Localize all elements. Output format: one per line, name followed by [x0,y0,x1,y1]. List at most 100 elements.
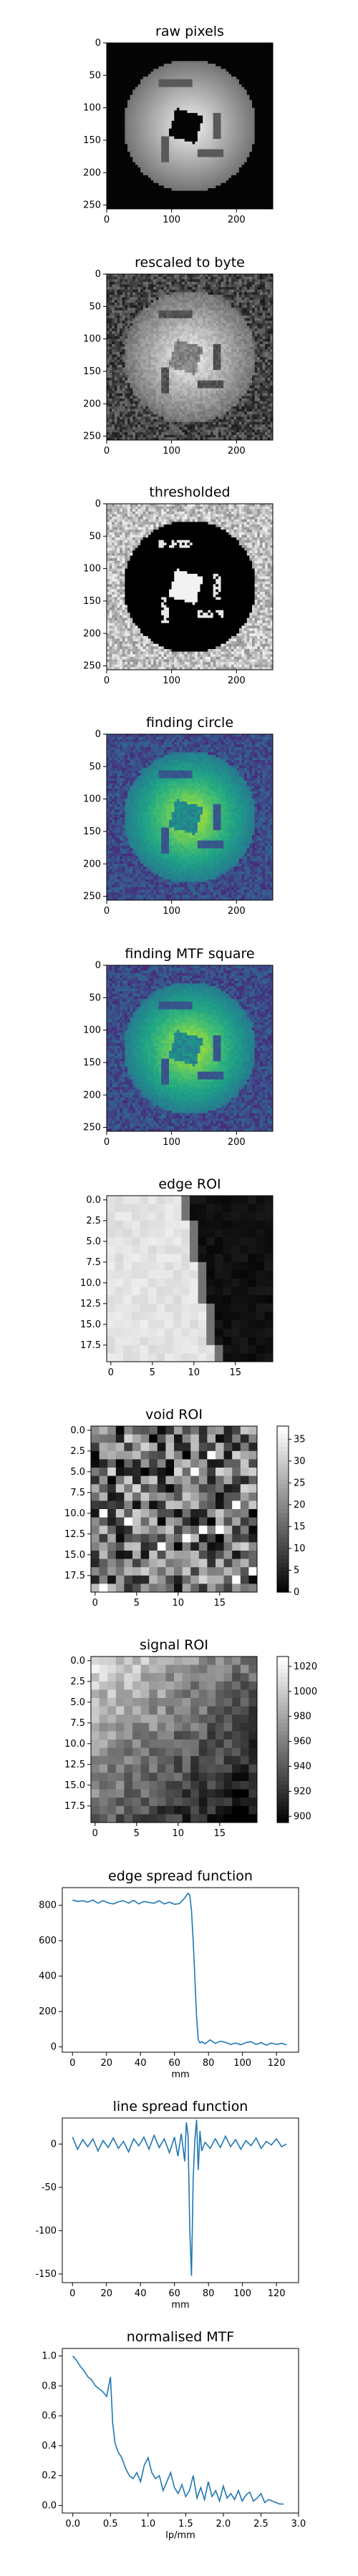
chart-title: edge ROI [158,1176,221,1192]
plot-frame [106,503,274,670]
y-tick-label: 50 [89,531,101,542]
y-tick-label: 50 [89,992,101,1003]
y-tick-label: -100 [35,2225,57,2236]
y-tick-label: 0 [51,2139,57,2150]
x-tick-label: 10 [173,1828,185,1839]
y-tick-label: 5.0 [70,1467,85,1478]
y-tick-label: -150 [35,2269,57,2280]
y-tick-label: 0 [95,960,101,971]
x-tick-label: 1.5 [178,2519,193,2529]
x-tick-label: 20 [100,2288,112,2299]
x-tick-label: 5 [150,1367,155,1378]
x-tick-label: 15 [230,1367,242,1378]
colorbar-tick-label: 900 [294,1811,311,1822]
x-tick-label: 100 [163,675,180,686]
heatmap-image [107,734,273,900]
plot-frame [90,1656,258,1823]
y-tick-label: 5.0 [70,1697,85,1708]
chart-title: signal ROI [140,1637,208,1653]
plot-frame [90,1425,258,1593]
x-tick-label: 200 [228,1137,246,1148]
plot-frame [106,1195,274,1362]
heatmap-image [107,274,273,440]
colorbar-tick-label: 0 [294,1587,299,1598]
colorbar-tick-label: 980 [294,1712,311,1722]
chart-10: normalised MTF 0.0 0.5 1.0 1.5 2.0 2.5 3.0 0.0 0.… [42,2329,306,2541]
plot-frame [106,273,274,441]
y-tick-label: 0.0 [42,2501,57,2512]
y-tick-label: 0.8 [42,2381,57,2391]
x-tick-label: 200 [228,215,246,225]
x-axis-label: mm [171,2069,189,2080]
chart-title: thresholded [149,484,230,500]
x-tick-label: 120 [268,2288,286,2299]
x-tick-label: 0 [104,446,110,457]
y-tick-label: 100 [83,794,101,805]
y-tick-label: 12.5 [64,1760,85,1770]
heatmap-image [91,1426,257,1592]
chart-0: raw pixels 0 100 200 0 50 100 150 200 250 [83,24,274,225]
y-tick-label: 50 [89,761,101,772]
y-tick-label: 50 [89,301,101,312]
x-tick-label: 5 [134,1828,140,1839]
y-tick-label: 0.6 [42,2411,57,2421]
chart-title: raw pixels [155,24,224,39]
y-tick-label: 17.5 [80,1340,101,1351]
x-tick-label: 100 [233,2058,251,2069]
chart-8: edge spread function 0 20 40 60 80 100 120 0 200 4… [39,1868,299,2080]
colorbar-tick-label: 30 [294,1456,306,1467]
y-tick-label: 0 [95,499,101,509]
y-tick-label: 0.0 [70,1425,85,1436]
y-tick-label: 12.5 [80,1299,101,1309]
y-tick-label: 200 [83,1090,101,1101]
x-tick-label: 100 [163,1137,180,1148]
y-tick-label: 15.0 [64,1780,85,1791]
x-tick-label: 5 [134,1598,140,1609]
colorbar-tick-label: 5 [294,1565,299,1576]
y-tick-label: 150 [83,135,101,146]
y-tick-label: 150 [83,596,101,607]
y-tick-label: 12.5 [64,1529,85,1540]
x-tick-label: 0 [92,1598,98,1609]
y-tick-label: 250 [83,661,101,672]
y-tick-label: 600 [39,1936,57,1946]
y-tick-label: 150 [83,366,101,377]
y-tick-label: 7.5 [70,1718,85,1729]
y-tick-label: 800 [39,1901,57,1911]
x-tick-label: 80 [203,2058,215,2069]
y-tick-label: 0 [95,729,101,740]
chart-title: edge spread function [108,1868,253,1884]
x-tick-label: 10 [188,1367,200,1378]
x-tick-label: 15 [214,1598,226,1609]
x-tick-label: 0.0 [65,2519,80,2529]
y-tick-label: 250 [83,892,101,902]
y-tick-label: 17.5 [64,1801,85,1812]
y-tick-label: 10.0 [64,1739,85,1750]
y-tick-label: 0 [51,2042,57,2053]
x-tick-label: 80 [203,2288,215,2299]
x-tick-label: 100 [163,215,180,225]
heatmap-image [107,43,273,209]
y-tick-label: 50 [89,70,101,81]
colorbar-frame [276,1425,289,1593]
y-tick-label: 200 [83,859,101,869]
x-tick-label: 60 [168,2288,180,2299]
x-tick-label: 0 [104,1137,110,1148]
y-tick-label: 15.0 [80,1319,101,1330]
colorbar-tick-label: 20 [294,1500,306,1511]
chart-4: finding MTF square 0 100 200 0 50 100 150 200 250 [83,946,274,1148]
x-tick-label: 100 [163,906,180,917]
x-tick-label: 200 [228,906,246,917]
colorbar-tick-label: 960 [294,1737,311,1747]
chart-title: finding MTF square [125,946,254,962]
x-tick-label: 3.0 [291,2519,306,2529]
colorbar-tick-label: 25 [294,1478,306,1488]
y-tick-label: 100 [83,1025,101,1036]
y-tick-label: 0 [95,38,101,49]
heatmap-image [107,965,273,1131]
x-tick-label: 40 [135,2058,147,2069]
x-tick-label: 120 [268,2058,286,2069]
colorbar-tick-label: 15 [294,1521,306,1532]
series-line [72,2119,287,2276]
heatmap-image [107,1196,273,1362]
